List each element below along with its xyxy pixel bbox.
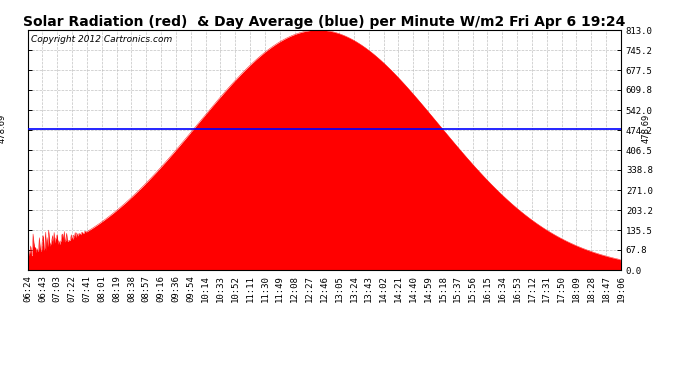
Text: 478.69: 478.69 bbox=[642, 114, 651, 143]
Title: Solar Radiation (red)  & Day Average (blue) per Minute W/m2 Fri Apr 6 19:24: Solar Radiation (red) & Day Average (blu… bbox=[23, 15, 626, 29]
Text: 478.69: 478.69 bbox=[0, 114, 7, 143]
Text: Copyright 2012 Cartronics.com: Copyright 2012 Cartronics.com bbox=[30, 35, 172, 44]
